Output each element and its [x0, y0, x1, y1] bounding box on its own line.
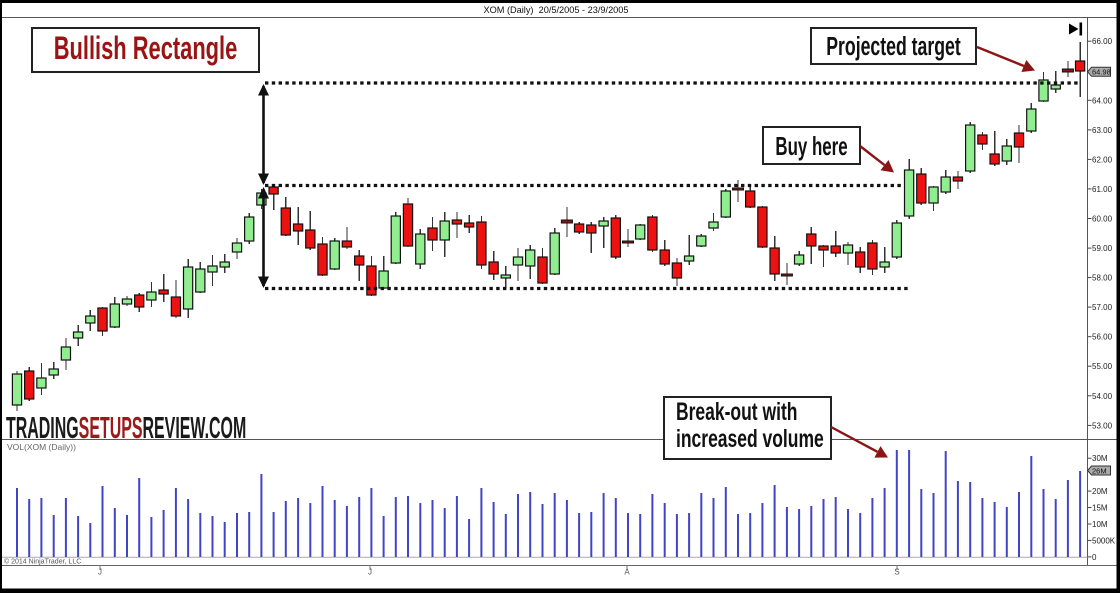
svg-text:J: J [368, 568, 372, 577]
svg-text:63.00: 63.00 [1092, 126, 1113, 135]
svg-text:0: 0 [1092, 553, 1097, 562]
svg-text:XOM (Daily) 20/5/2005 - 23/9/: XOM (Daily) 20/5/2005 - 23/9/2005 [483, 5, 628, 15]
svg-text:Buy here: Buy here [775, 131, 847, 161]
svg-text:5000K: 5000K [1092, 536, 1116, 545]
svg-text:64.98: 64.98 [1092, 68, 1111, 77]
svg-text:Break-out with: Break-out with [676, 397, 797, 426]
svg-text:56.00: 56.00 [1092, 333, 1113, 342]
svg-text:60.00: 60.00 [1092, 215, 1113, 224]
svg-text:57.00: 57.00 [1092, 303, 1113, 312]
svg-text:58.00: 58.00 [1092, 274, 1113, 283]
svg-text:20M: 20M [1092, 487, 1108, 496]
svg-text:© 2014 NinjaTrader, LLC: © 2014 NinjaTrader, LLC [4, 557, 81, 565]
svg-text:S: S [894, 568, 899, 577]
svg-text:61.00: 61.00 [1092, 185, 1113, 194]
svg-text:66.00: 66.00 [1092, 37, 1113, 46]
svg-text:increased volume: increased volume [676, 424, 824, 453]
svg-text:10M: 10M [1092, 520, 1108, 529]
svg-text:55.00: 55.00 [1092, 362, 1113, 371]
svg-text:A: A [624, 568, 630, 577]
svg-text:30M: 30M [1092, 454, 1108, 463]
svg-text:54.00: 54.00 [1092, 392, 1113, 401]
svg-text:Bullish Rectangle: Bullish Rectangle [54, 30, 238, 66]
svg-text:VOL(XOM (Daily)): VOL(XOM (Daily)) [7, 442, 76, 452]
svg-text:26M: 26M [1092, 466, 1107, 475]
svg-text:64.00: 64.00 [1092, 96, 1113, 105]
svg-text:Projected target: Projected target [826, 32, 961, 61]
svg-text:62.00: 62.00 [1092, 155, 1113, 164]
svg-text:53.00: 53.00 [1092, 421, 1113, 430]
svg-text:TRADINGSETUPSREVIEW.COM: TRADINGSETUPSREVIEW.COM [6, 412, 246, 446]
svg-text:59.00: 59.00 [1092, 244, 1113, 253]
svg-text:15M: 15M [1092, 504, 1108, 513]
svg-text:J: J [98, 568, 102, 577]
